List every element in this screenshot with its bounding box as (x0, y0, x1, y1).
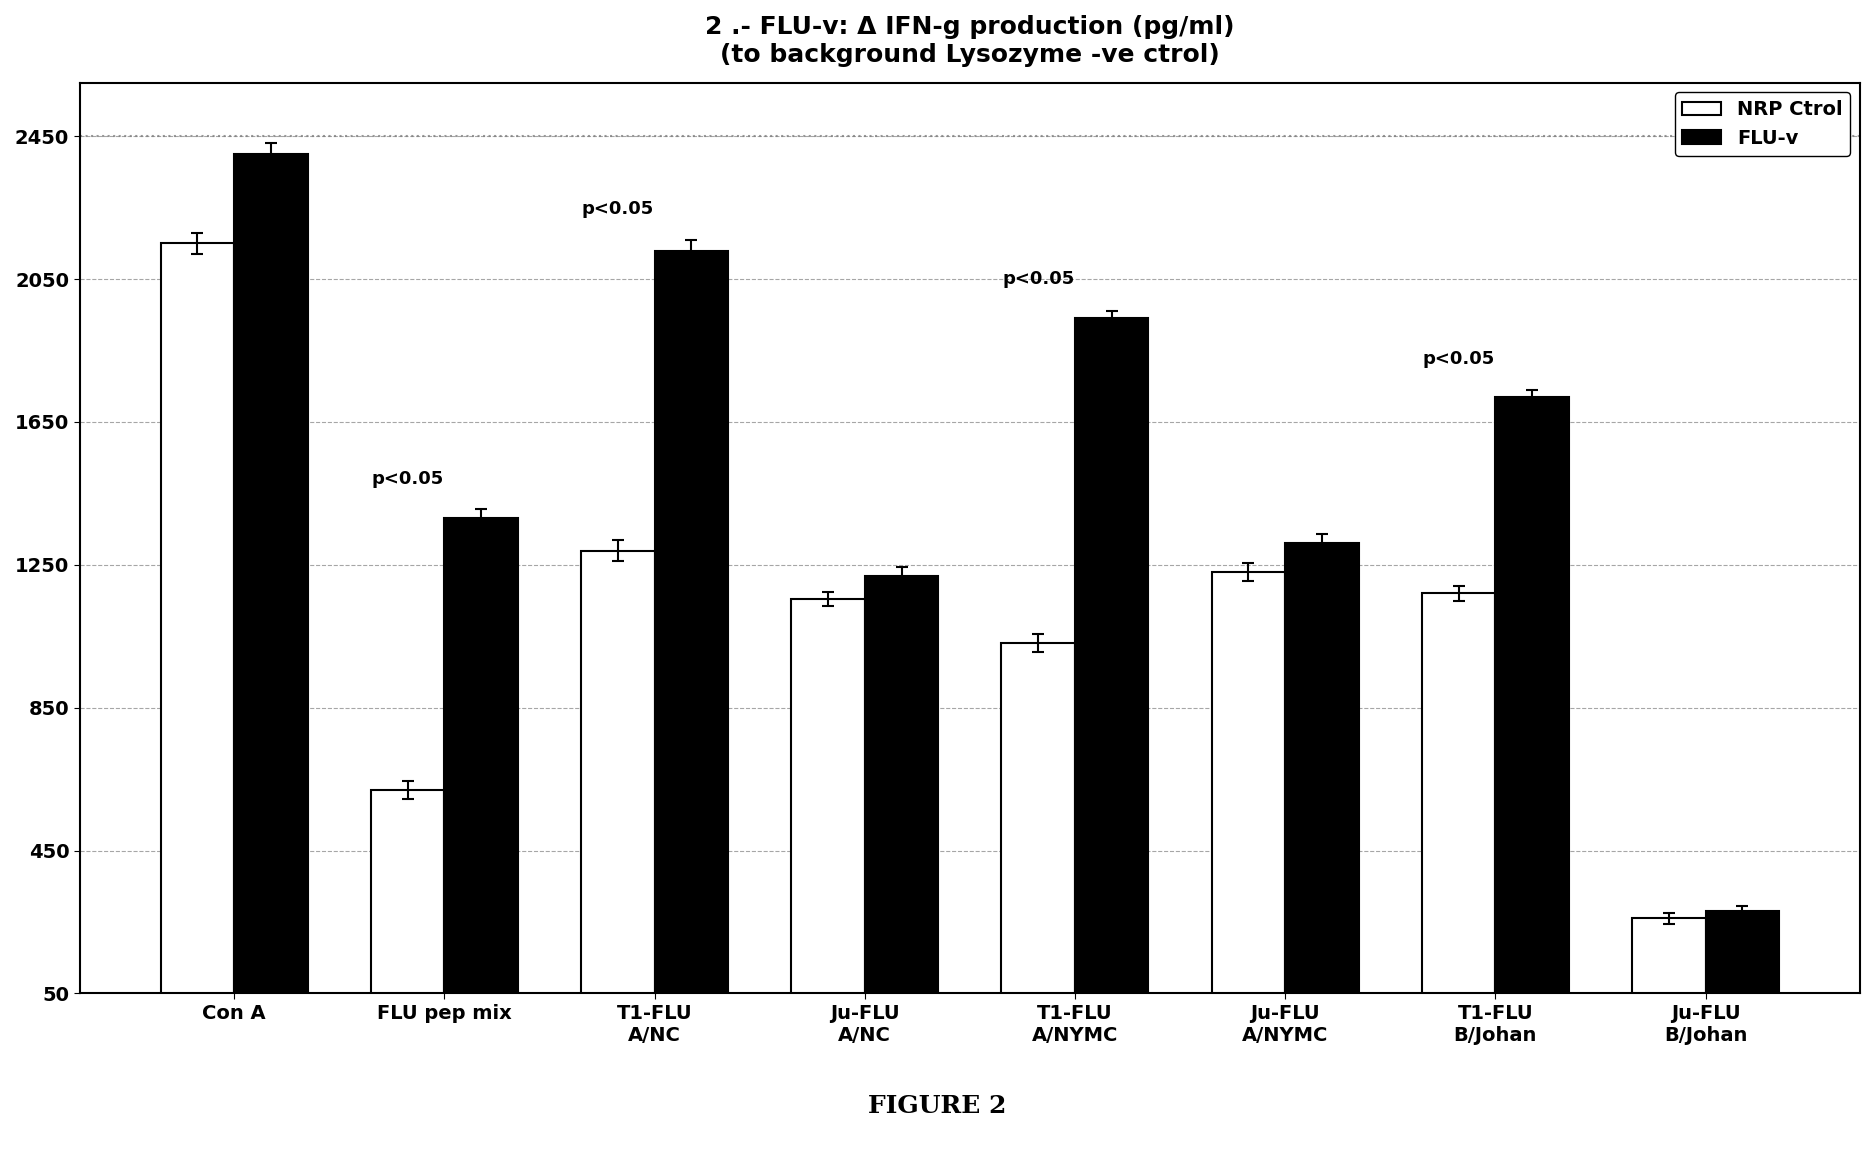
Bar (1001, 644, 1074, 1011)
Text: p<0.05: p<0.05 (371, 470, 444, 488)
Bar (1496, 397, 1569, 1011)
Bar (1631, 918, 1706, 1011)
Text: p<0.05: p<0.05 (581, 200, 654, 219)
Bar (1284, 544, 1359, 1011)
Bar (654, 250, 728, 1011)
Bar (234, 154, 308, 1011)
Bar (1706, 911, 1779, 1011)
Bar (371, 790, 444, 1011)
Bar (1211, 571, 1284, 1011)
Bar (444, 518, 518, 1011)
Bar (1074, 318, 1149, 1011)
Legend: NRP Ctrol, FLU-v: NRP Ctrol, FLU-v (1674, 92, 1851, 156)
Text: p<0.05: p<0.05 (1423, 350, 1494, 369)
Bar (161, 243, 234, 1011)
Bar (581, 551, 654, 1011)
Text: FIGURE 2: FIGURE 2 (868, 1094, 1007, 1117)
Title: 2 .- FLU-v: Δ IFN-g production (pg/ml)
(to background Lysozyme -ve ctrol): 2 .- FLU-v: Δ IFN-g production (pg/ml) (… (705, 15, 1234, 67)
Text: p<0.05: p<0.05 (1001, 270, 1074, 288)
Bar (1421, 593, 1496, 1011)
Bar (791, 599, 864, 1011)
Bar (864, 576, 938, 1011)
